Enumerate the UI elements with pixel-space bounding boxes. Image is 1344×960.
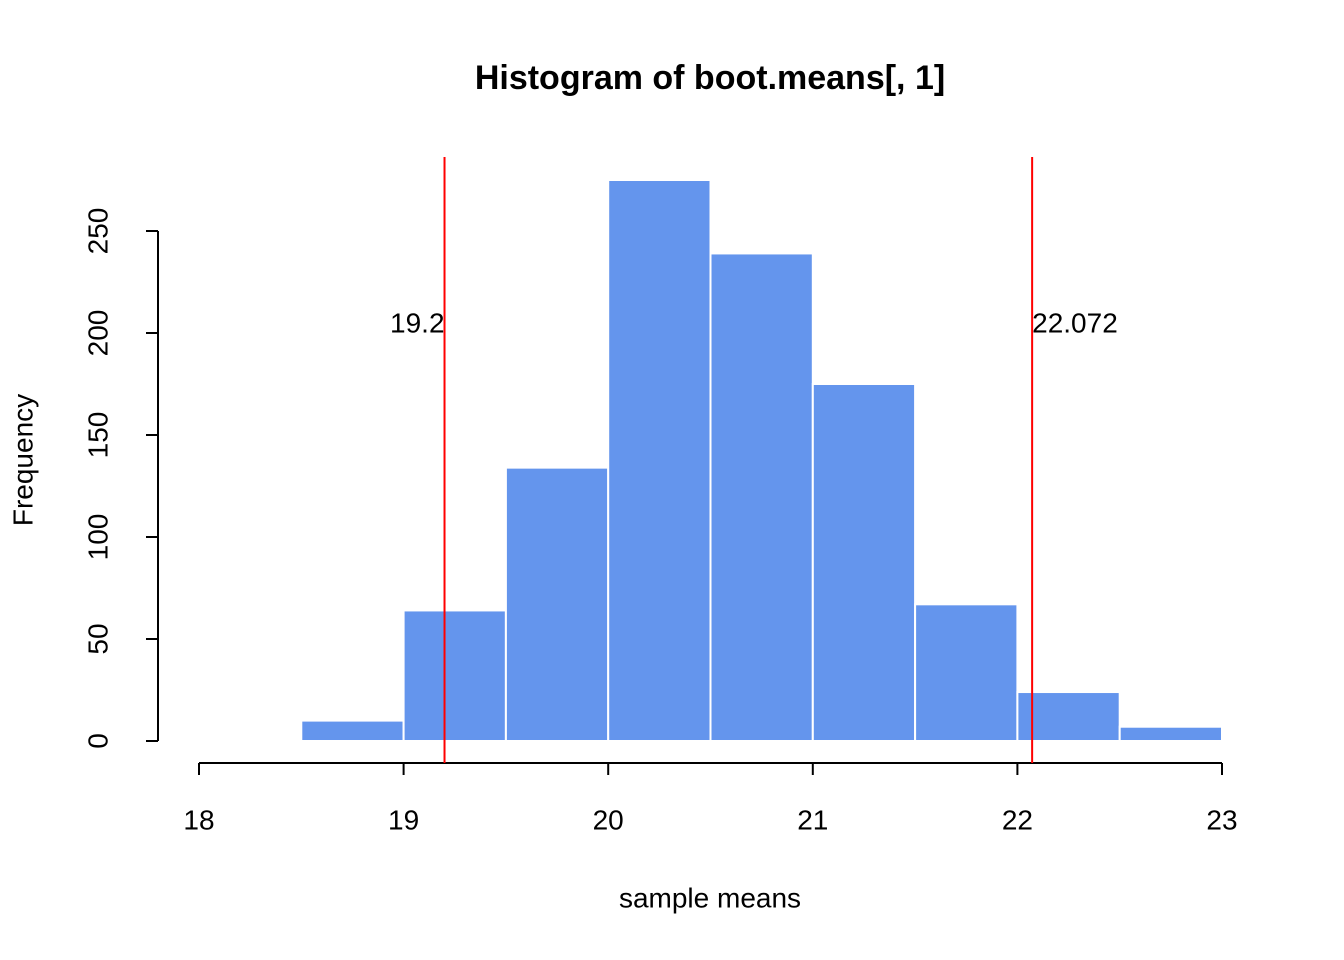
x-tick-label: 21 (797, 804, 828, 835)
y-tick-label: 150 (82, 412, 113, 459)
bar (914, 603, 1019, 742)
x-tick-label: 19 (388, 804, 419, 835)
bar (811, 383, 917, 742)
bar (402, 609, 507, 742)
reference-label: 19.2 (390, 307, 445, 338)
y-tick-label: 0 (82, 733, 113, 749)
y-axis-label: Frequency (7, 394, 38, 526)
bar (504, 466, 610, 742)
bar (709, 252, 814, 742)
bar (607, 179, 712, 742)
reference-label: 22.072 (1032, 307, 1118, 338)
chart-title: Histogram of boot.means[, 1] (475, 59, 945, 97)
bar (1118, 725, 1223, 742)
x-tick-label: 20 (593, 804, 624, 835)
bar (300, 719, 405, 742)
x-tick-label: 23 (1206, 804, 1237, 835)
y-tick-label: 50 (82, 623, 113, 654)
x-tick-label: 18 (183, 804, 214, 835)
y-tick-label: 200 (82, 310, 113, 357)
x-axis-label: sample means (619, 882, 801, 913)
y-tick-label: 100 (82, 514, 113, 561)
x-tick-label: 22 (1002, 804, 1033, 835)
y-tick-label: 250 (82, 208, 113, 255)
bar (1016, 691, 1121, 742)
